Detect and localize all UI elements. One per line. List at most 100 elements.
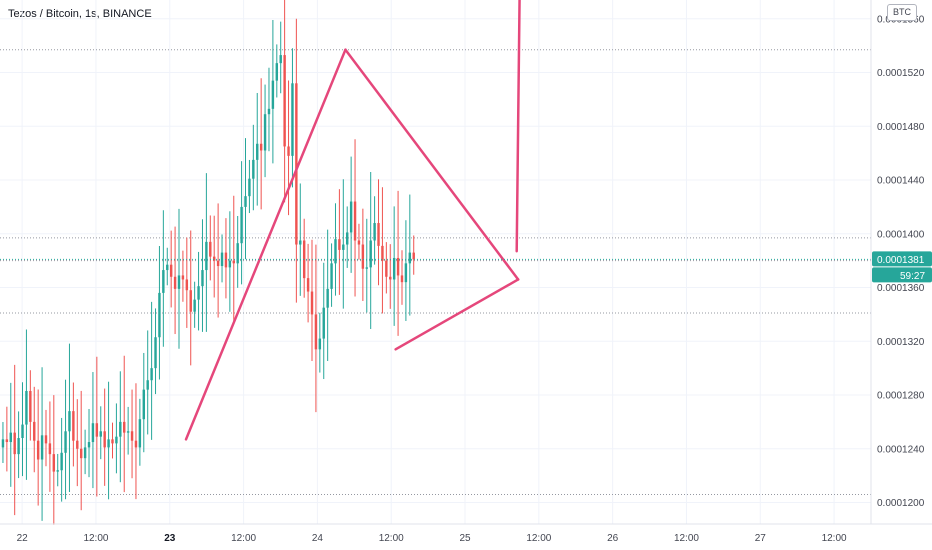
candle-body [404,263,408,283]
currency-badge[interactable]: BTC [887,4,917,21]
y-tick-label: 0.0001240 [877,444,925,455]
candle-body [408,252,412,264]
candle-body [119,421,122,437]
candle-body [377,223,380,246]
time-axis[interactable]: 22 12:00 23 12:00 24 12:00 25 12:00 26 12:00 27 12:… [17,533,847,544]
candle-body [48,443,52,455]
candle-body [256,143,259,160]
x-tick-label: 25 [459,533,471,544]
candle-body [126,431,130,433]
x-tick-label: 24 [312,533,324,544]
candle-body [287,146,290,156]
candle-body [342,244,345,250]
candle-body [326,288,329,308]
x-tick-label: 12:00 [231,533,256,544]
candle-body [150,368,153,381]
candle-body [99,431,102,437]
candle-body [330,263,333,289]
candle-body [134,440,138,448]
candles [1,0,415,525]
candle-body [295,83,298,245]
y-tick-label: 0.0001280 [877,391,925,402]
candle-body [252,159,255,179]
countdown-tag: 59:27 [872,267,932,283]
candle-body [224,252,228,268]
candle-body [76,440,79,449]
candle-body [357,240,361,245]
candle-body [173,276,177,289]
candle-body [193,299,196,312]
candle-body [232,260,235,264]
candle-body [29,390,32,422]
candle-body [353,201,357,241]
candle-body [361,244,365,269]
candle-body [334,239,337,264]
x-tick-label: 22 [17,533,29,544]
candle-body [271,80,275,109]
candle-body [44,435,48,444]
y-tick-label: 0.0001520 [877,68,925,79]
candle-body [115,436,118,444]
chart-title: Tezos / Bitcoin, 1s, BINANCE [8,8,152,20]
x-tick-label: 27 [755,533,767,544]
candle-body [349,201,353,233]
candle-body [21,424,24,439]
current-price-label: 0.0001381 [877,255,925,266]
x-tick-label: 12:00 [822,533,847,544]
candle-body [392,257,396,280]
horizontal-levels [0,49,871,495]
candle-body [87,442,91,448]
candle-body [123,421,126,433]
candle-body [130,431,134,441]
candle-body [302,240,306,279]
candle-body [13,432,16,455]
candle-body [412,252,415,260]
candle-body [40,435,44,460]
candle-body [275,63,279,81]
candle-body [142,389,146,420]
candle-body [381,245,384,261]
candle-body [209,241,212,257]
candle-body [248,178,251,197]
breakout-projection-line [515,0,521,253]
candle-body [189,290,192,312]
candle-body [52,454,56,472]
triangle-upper-right-edge [344,48,520,281]
candle-body [33,421,36,441]
candle-body [17,438,20,455]
candle-body [138,419,142,448]
candle-body [25,390,28,425]
candle-body [228,260,232,268]
triangle-lower-edge [394,278,520,351]
candle-body [369,240,372,268]
candle-body [322,307,325,339]
candle-body [177,275,181,289]
candle-body [263,114,267,151]
candle-body [279,55,282,64]
candle-body [36,440,40,460]
candle-body [205,241,208,271]
candle-body [283,55,286,147]
candle-body [79,448,83,459]
candle-body [169,264,173,277]
candle-body [385,260,388,277]
candle-body [197,286,200,300]
x-tick-label: 12:00 [379,533,404,544]
candle-body [365,267,368,269]
candle-body [240,206,243,244]
x-tick-label: 23 [164,533,176,544]
candle-body [9,432,12,443]
y-tick-label: 0.0001440 [877,176,925,187]
candle-body [306,278,310,292]
x-tick-label: 12:00 [83,533,108,544]
candle-body [212,256,216,261]
candle-body [185,279,189,291]
candle-body [181,275,185,280]
candle-body [64,431,67,453]
candle-body [314,314,318,350]
candle-body [310,291,314,315]
triangle-upper-left-edge [184,48,347,441]
candle-body [95,423,99,437]
candle-body [396,257,400,276]
